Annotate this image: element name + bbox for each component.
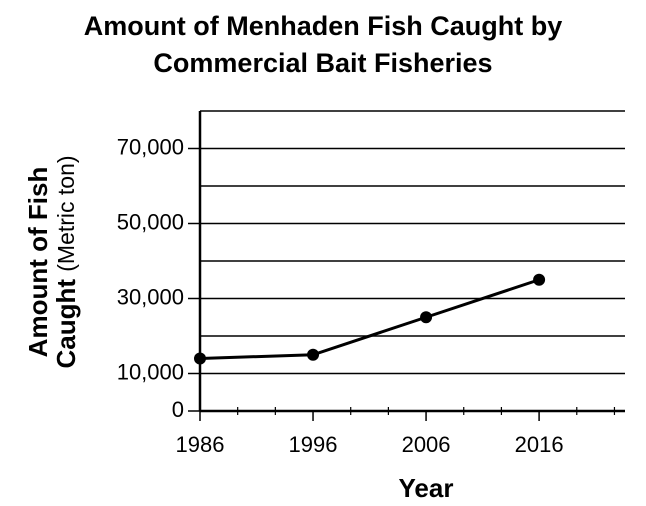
- chart-title: Amount of Menhaden Fish Caught by: [84, 11, 562, 41]
- y-tick-label: 0: [172, 397, 184, 422]
- y-tick-label: 50,000: [117, 209, 184, 234]
- y-tick-label: 10,000: [117, 359, 184, 384]
- y-axis-label-line: Amount of Fish: [23, 167, 53, 358]
- y-axis-label: Caught (Metric ton): [51, 155, 81, 368]
- y-axis-label: Amount of Fish: [23, 167, 53, 358]
- data-point: [307, 348, 320, 361]
- x-tick-label: 1986: [176, 432, 225, 457]
- data-point: [533, 273, 546, 286]
- y-tick-label: 30,000: [117, 284, 184, 309]
- y-axis-label-unit: (Metric ton): [53, 155, 79, 271]
- data-point: [420, 311, 433, 324]
- x-tick-label: 2016: [515, 432, 564, 457]
- y-axis-label-line: Caught (Metric ton): [51, 155, 81, 368]
- x-tick-label: 2006: [402, 432, 451, 457]
- x-tick-label: 1996: [289, 432, 338, 457]
- chart-title: Commercial Bait Fisheries: [153, 48, 492, 78]
- y-axis-label-bold: Caught: [51, 279, 81, 369]
- x-axis-label: Year: [399, 473, 454, 503]
- y-tick-label: 70,000: [117, 134, 184, 159]
- data-line: [199, 278, 540, 360]
- data-point: [194, 352, 206, 365]
